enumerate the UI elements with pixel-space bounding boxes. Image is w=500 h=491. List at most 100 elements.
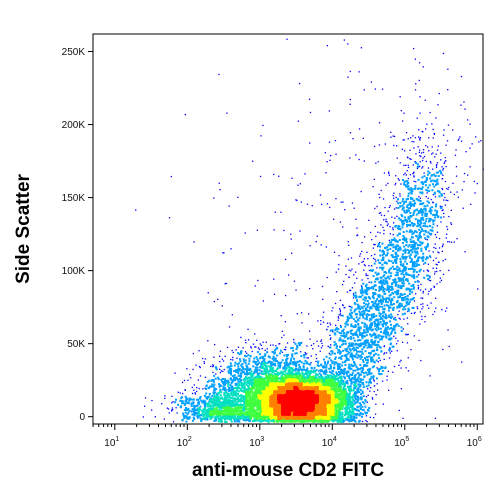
event-dot xyxy=(348,386,351,389)
event-dot xyxy=(261,361,263,364)
event-dot xyxy=(376,267,378,269)
event-dot xyxy=(273,293,276,295)
event-dot xyxy=(441,187,443,190)
event-dot xyxy=(349,402,352,405)
event-dot xyxy=(392,246,395,249)
event-dot xyxy=(413,171,415,173)
event-dot xyxy=(427,186,430,189)
event-dot xyxy=(366,368,369,371)
event-dot xyxy=(362,378,365,381)
event-dot xyxy=(361,405,364,408)
event-dot xyxy=(422,256,425,259)
event-dot xyxy=(420,188,423,191)
event-dot xyxy=(234,410,237,413)
event-dot xyxy=(245,376,247,379)
event-dot xyxy=(351,325,354,328)
event-dot xyxy=(245,417,248,420)
event-dot xyxy=(404,211,407,214)
event-dot xyxy=(218,410,221,412)
event-dot xyxy=(383,353,385,355)
event-dot xyxy=(385,315,388,318)
event-dot xyxy=(399,195,401,197)
event-dot xyxy=(379,232,381,234)
event-dot xyxy=(376,367,378,369)
event-dot xyxy=(253,376,256,379)
event-dot xyxy=(338,372,341,375)
event-dot xyxy=(228,404,231,407)
event-dot xyxy=(300,361,303,364)
event-dot xyxy=(342,375,345,378)
event-dot xyxy=(218,383,220,386)
event-dot xyxy=(422,259,425,262)
event-dot xyxy=(319,194,322,196)
event-dot xyxy=(338,395,341,398)
event-dot xyxy=(230,371,232,374)
event-dot xyxy=(284,367,287,370)
event-dot xyxy=(423,263,425,265)
event-dot xyxy=(399,261,402,264)
event-dot xyxy=(347,395,349,398)
event-dot xyxy=(410,258,413,261)
event-dot xyxy=(198,350,200,352)
event-dot xyxy=(389,248,392,250)
event-dot xyxy=(161,403,163,405)
event-dot xyxy=(417,239,420,242)
event-dot xyxy=(369,377,372,380)
event-dot xyxy=(360,356,363,359)
event-dot xyxy=(207,408,209,411)
event-dot xyxy=(213,383,216,386)
event-dot xyxy=(302,366,305,368)
event-dot xyxy=(436,264,438,266)
event-dot xyxy=(227,385,230,388)
event-dot xyxy=(258,361,261,364)
event-dot xyxy=(344,413,347,416)
event-dot xyxy=(298,82,301,85)
event-dot xyxy=(364,364,367,367)
event-dot xyxy=(438,247,441,249)
event-dot xyxy=(368,319,371,322)
event-dot xyxy=(396,145,398,147)
event-dot xyxy=(203,361,205,363)
event-dot xyxy=(374,271,377,274)
event-dot xyxy=(341,283,344,286)
event-dot xyxy=(377,336,380,339)
event-dot xyxy=(364,289,367,292)
event-dot xyxy=(432,213,435,216)
event-dot xyxy=(417,220,419,223)
event-dot xyxy=(371,239,373,241)
event-dot xyxy=(425,248,427,251)
event-dot xyxy=(351,372,354,375)
event-dot xyxy=(429,161,432,163)
event-dot xyxy=(349,332,352,335)
event-dot xyxy=(400,110,402,112)
event-dot xyxy=(245,410,248,413)
event-dot xyxy=(259,420,262,423)
event-dot xyxy=(457,139,459,141)
event-dot xyxy=(418,196,420,198)
event-dot xyxy=(342,380,345,383)
event-dot xyxy=(407,197,409,200)
event-dot xyxy=(315,354,317,356)
event-dot xyxy=(396,157,398,159)
event-dot xyxy=(344,403,347,406)
event-dot xyxy=(394,239,397,242)
event-dot xyxy=(383,233,385,235)
event-dot xyxy=(350,316,353,319)
event-dot xyxy=(267,371,270,373)
event-dot xyxy=(226,346,229,349)
event-dot xyxy=(224,413,227,416)
event-dot xyxy=(410,187,413,190)
event-dot xyxy=(357,350,360,353)
event-dot xyxy=(337,380,340,382)
event-dot xyxy=(350,289,352,292)
event-dot xyxy=(393,192,395,194)
event-dot xyxy=(321,203,323,206)
event-dot xyxy=(381,370,384,372)
event-dot xyxy=(334,384,337,387)
event-dot xyxy=(373,284,376,287)
event-dot xyxy=(333,341,336,344)
event-dot xyxy=(332,370,334,373)
event-dot xyxy=(195,412,198,415)
event-dot xyxy=(214,404,217,407)
event-dot xyxy=(366,339,369,342)
